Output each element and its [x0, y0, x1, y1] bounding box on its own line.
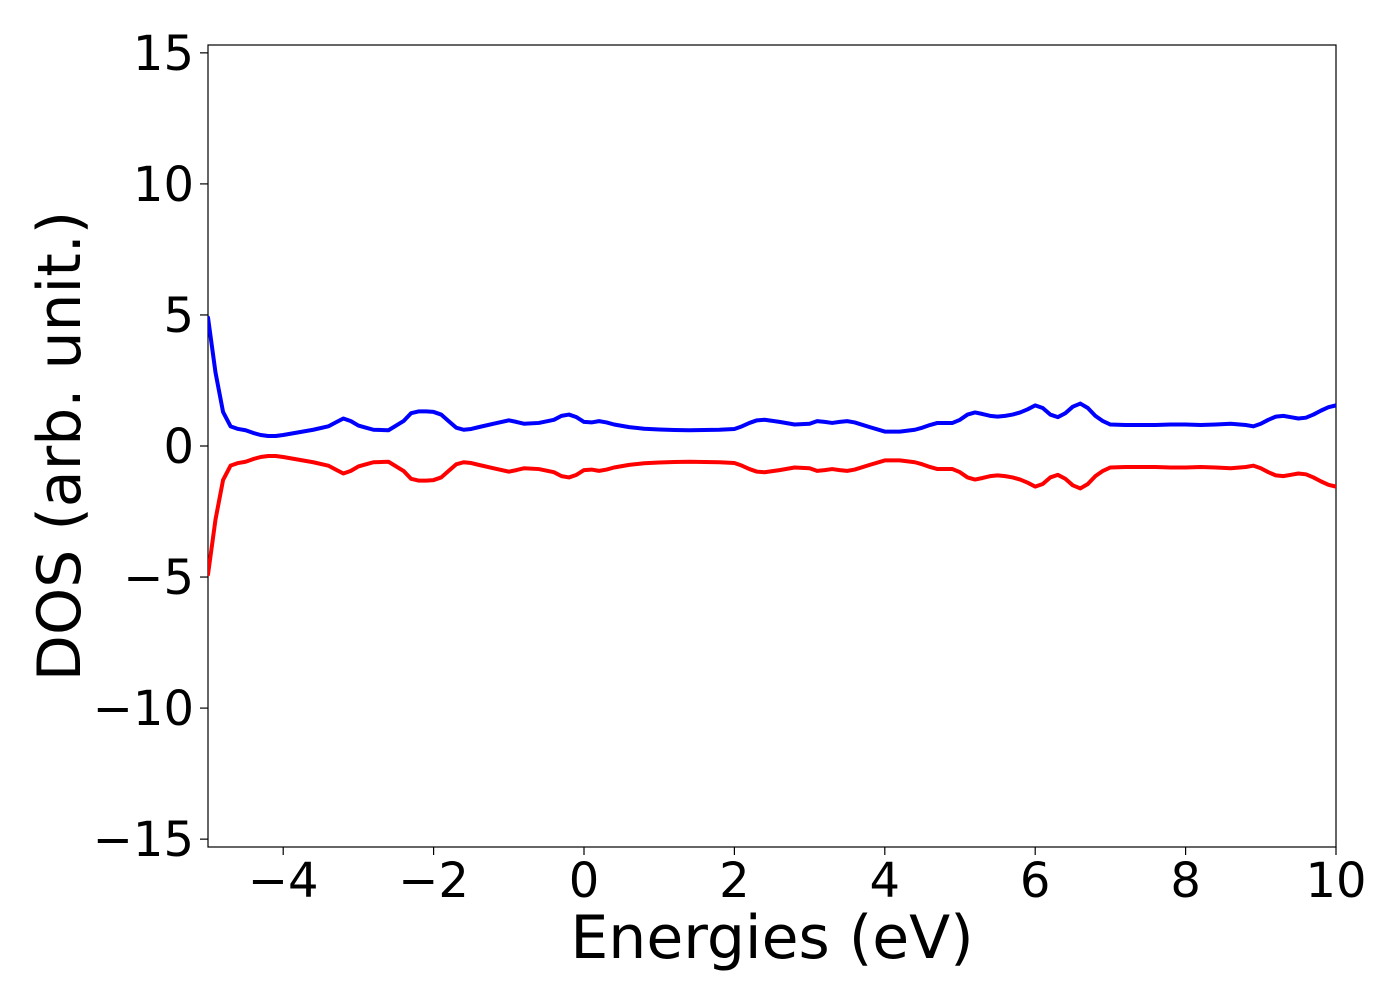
y-tick-label: 15	[133, 26, 194, 82]
series-line-1	[208, 315, 1336, 439]
x-tick-label: 0	[569, 853, 600, 909]
y-tick-label: −5	[123, 550, 194, 606]
x-axis-ticks: −4 −2 0 2 4 6 8 10	[248, 847, 1367, 909]
y-tick-label: −15	[93, 812, 194, 868]
y-axis-label: DOS (arb. unit.)	[25, 211, 95, 681]
x-tick-label: 2	[719, 853, 750, 909]
x-tick-label: 6	[1020, 853, 1051, 909]
x-axis-label: Energies (eV)	[570, 903, 973, 973]
y-axis-ticks: −15 −10 −5 0 5 10 15	[93, 26, 208, 868]
x-tick-label: 8	[1170, 853, 1201, 909]
series-line-2	[208, 453, 1336, 577]
y-tick-label: 0	[163, 419, 194, 475]
y-tick-label: 5	[163, 288, 194, 344]
x-tick-label: 10	[1305, 853, 1366, 909]
y-tick-label: 10	[133, 157, 194, 213]
plot-frame	[207, 44, 1337, 848]
series-layer	[208, 315, 1336, 577]
y-tick-label: −10	[93, 681, 194, 737]
x-tick-label: −4	[248, 853, 319, 909]
x-tick-label: 4	[870, 853, 901, 909]
x-tick-label: −2	[398, 853, 469, 909]
